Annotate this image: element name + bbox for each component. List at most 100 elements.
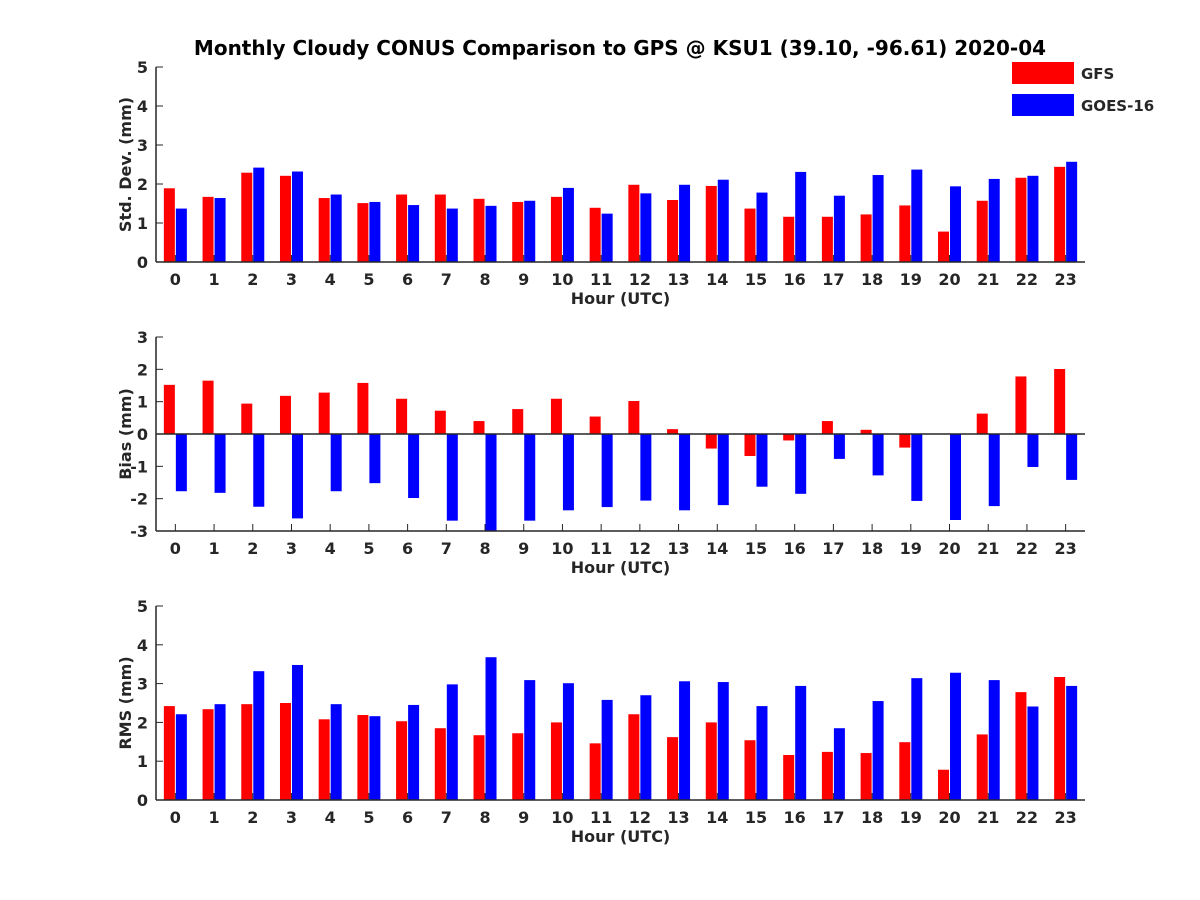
x-tick-label: 16 bbox=[784, 270, 806, 289]
x-tick-label: 21 bbox=[977, 808, 999, 827]
x-tick-label: 1 bbox=[208, 270, 219, 289]
bar-goes16-hour-21 bbox=[988, 434, 1000, 507]
bar-gfs-hour-7 bbox=[434, 728, 446, 800]
x-tick-label: 23 bbox=[1055, 539, 1077, 558]
x-tick-label: 10 bbox=[551, 808, 573, 827]
x-tick-label: 3 bbox=[286, 270, 297, 289]
y-tick-label: -1 bbox=[130, 457, 148, 476]
x-tick-label: 18 bbox=[861, 808, 883, 827]
bar-gfs-hour-0 bbox=[163, 706, 175, 800]
bar-goes16-hour-21 bbox=[988, 178, 1000, 262]
y-tick-label: 3 bbox=[137, 136, 148, 155]
bar-goes16-hour-10 bbox=[562, 683, 574, 800]
x-tick-label: 14 bbox=[706, 270, 728, 289]
y-tick-label: 2 bbox=[137, 360, 148, 379]
bar-goes16-hour-16 bbox=[795, 171, 807, 262]
x-tick-label: 22 bbox=[1016, 808, 1038, 827]
bar-gfs-hour-21 bbox=[976, 200, 988, 262]
bar-gfs-hour-15 bbox=[744, 208, 756, 262]
y-tick-label: 1 bbox=[137, 214, 148, 233]
bar-goes16-hour-2 bbox=[253, 434, 265, 507]
bar-gfs-hour-5 bbox=[357, 203, 369, 262]
x-tick-label: 2 bbox=[247, 270, 258, 289]
bar-gfs-hour-8 bbox=[473, 421, 485, 434]
x-tick-label: 5 bbox=[363, 808, 374, 827]
bar-gfs-hour-18 bbox=[860, 753, 872, 800]
x-tick-label: 13 bbox=[667, 270, 689, 289]
bar-gfs-hour-9 bbox=[512, 409, 524, 434]
bar-goes16-hour-7 bbox=[446, 434, 458, 521]
x-tick-label: 23 bbox=[1055, 270, 1077, 289]
bar-goes16-hour-7 bbox=[446, 208, 458, 262]
y-tick-label: 2 bbox=[137, 175, 148, 194]
x-tick-label: 12 bbox=[629, 808, 651, 827]
bar-goes16-hour-2 bbox=[253, 167, 265, 262]
bar-gfs-hour-21 bbox=[976, 734, 988, 800]
bar-gfs-hour-17 bbox=[821, 216, 833, 262]
bar-gfs-hour-20 bbox=[938, 231, 950, 262]
y-tick-label: 2 bbox=[137, 713, 148, 732]
x-tick-label: 13 bbox=[667, 808, 689, 827]
bar-gfs-hour-20 bbox=[938, 769, 950, 800]
x-tick-label: 0 bbox=[170, 539, 181, 558]
bar-goes16-hour-11 bbox=[601, 213, 613, 262]
bar-goes16-hour-5 bbox=[369, 201, 381, 262]
legend-swatch-goes16 bbox=[1012, 94, 1074, 116]
bar-goes16-hour-17 bbox=[833, 195, 845, 262]
bar-gfs-hour-4 bbox=[318, 198, 330, 262]
x-tick-label: 13 bbox=[667, 539, 689, 558]
bar-gfs-hour-5 bbox=[357, 382, 369, 434]
bar-goes16-hour-12 bbox=[640, 434, 652, 501]
bar-goes16-hour-0 bbox=[175, 714, 187, 800]
x-tick-label: 18 bbox=[861, 270, 883, 289]
bar-goes16-hour-23 bbox=[1066, 161, 1078, 262]
bar-goes16-hour-4 bbox=[330, 194, 342, 262]
y-tick-label: 1 bbox=[137, 393, 148, 412]
x-tick-label: 20 bbox=[938, 539, 960, 558]
y-tick-label: 3 bbox=[137, 328, 148, 347]
bar-goes16-hour-6 bbox=[408, 704, 420, 800]
bar-goes16-hour-18 bbox=[872, 434, 884, 476]
x-tick-label: 14 bbox=[706, 539, 728, 558]
bar-gfs-hour-18 bbox=[860, 214, 872, 262]
bar-goes16-hour-9 bbox=[524, 680, 536, 800]
x-axis-label: Hour (UTC) bbox=[571, 827, 671, 846]
x-tick-label: 6 bbox=[402, 270, 413, 289]
bar-gfs-hour-14 bbox=[705, 722, 717, 800]
bar-goes16-hour-16 bbox=[795, 685, 807, 800]
bar-gfs-hour-17 bbox=[821, 421, 833, 434]
bar-goes16-hour-20 bbox=[950, 434, 962, 521]
y-tick-label: 1 bbox=[137, 752, 148, 771]
bar-goes16-hour-20 bbox=[950, 672, 962, 800]
x-tick-label: 22 bbox=[1016, 270, 1038, 289]
x-tick-label: 8 bbox=[479, 808, 490, 827]
x-tick-label: 11 bbox=[590, 808, 612, 827]
y-axis-label: Bias (mm) bbox=[116, 388, 135, 480]
bar-goes16-hour-19 bbox=[911, 169, 923, 262]
bar-goes16-hour-13 bbox=[679, 681, 691, 800]
x-axis-label: Hour (UTC) bbox=[571, 289, 671, 308]
x-tick-label: 15 bbox=[745, 270, 767, 289]
bar-gfs-hour-14 bbox=[705, 434, 717, 449]
x-tick-label: 2 bbox=[247, 539, 258, 558]
bar-goes16-hour-22 bbox=[1027, 706, 1039, 800]
bar-gfs-hour-3 bbox=[279, 703, 291, 800]
x-tick-label: 16 bbox=[784, 539, 806, 558]
bar-gfs-hour-8 bbox=[473, 735, 485, 800]
x-tick-label: 4 bbox=[325, 808, 336, 827]
bar-goes16-hour-19 bbox=[911, 434, 923, 501]
bar-gfs-hour-7 bbox=[434, 410, 446, 434]
bar-goes16-hour-22 bbox=[1027, 175, 1039, 262]
x-tick-label: 1 bbox=[208, 539, 219, 558]
bar-goes16-hour-0 bbox=[175, 208, 187, 262]
bar-goes16-hour-10 bbox=[562, 187, 574, 262]
bar-gfs-hour-23 bbox=[1054, 166, 1066, 262]
y-tick-label: 4 bbox=[137, 636, 148, 655]
bar-gfs-hour-4 bbox=[318, 719, 330, 800]
bar-gfs-hour-10 bbox=[550, 722, 562, 800]
x-tick-label: 0 bbox=[170, 808, 181, 827]
bar-gfs-hour-7 bbox=[434, 194, 446, 262]
x-tick-label: 7 bbox=[441, 539, 452, 558]
bar-goes16-hour-10 bbox=[562, 434, 574, 511]
